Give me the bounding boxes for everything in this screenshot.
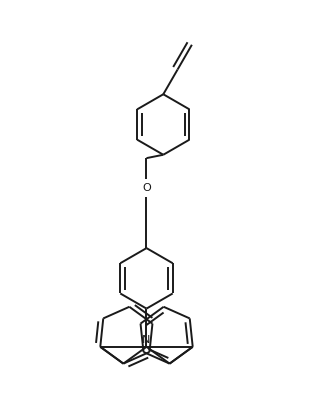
Text: N: N (142, 335, 151, 345)
Text: O: O (142, 183, 151, 193)
